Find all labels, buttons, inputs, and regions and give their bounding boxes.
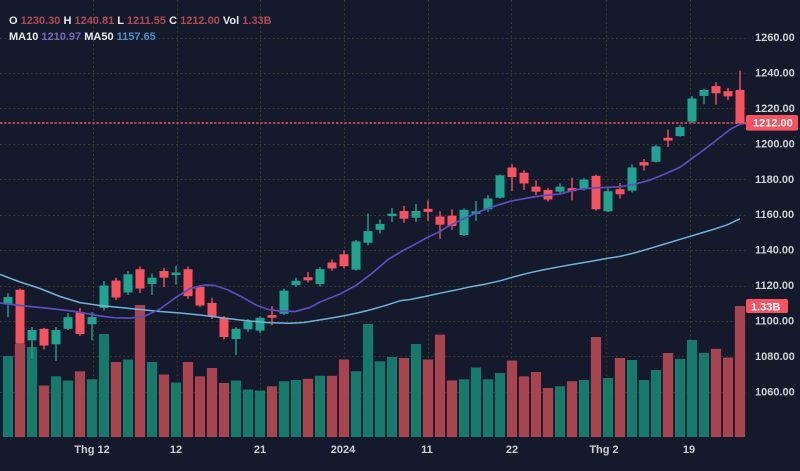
- svg-text:1.33B: 1.33B: [751, 301, 780, 313]
- svg-text:21: 21: [254, 444, 266, 456]
- svg-text:1220.00: 1220.00: [755, 103, 795, 115]
- svg-text:1200.00: 1200.00: [755, 138, 795, 150]
- svg-text:O 1230.30 H 1240.81 L 1211.55: O 1230.30 H 1240.81 L 1211.55 C 1212.00 …: [9, 15, 272, 27]
- svg-text:1260.00: 1260.00: [755, 32, 795, 44]
- svg-text:22: 22: [506, 444, 518, 456]
- svg-text:2024: 2024: [331, 444, 356, 456]
- svg-text:1180.00: 1180.00: [755, 174, 794, 186]
- svg-text:Thg 2: Thg 2: [589, 444, 618, 456]
- svg-text:19: 19: [683, 444, 695, 456]
- svg-text:1100.00: 1100.00: [755, 316, 794, 328]
- svg-text:12: 12: [170, 444, 182, 456]
- svg-text:Thg 12: Thg 12: [74, 444, 109, 456]
- svg-text:MA10 1210.97 MA50 1157.65: MA10 1210.97 MA50 1157.65: [9, 31, 156, 43]
- svg-text:1140.00: 1140.00: [755, 245, 794, 257]
- svg-text:1160.00: 1160.00: [755, 209, 794, 221]
- svg-text:1060.00: 1060.00: [755, 387, 795, 399]
- svg-text:1240.00: 1240.00: [755, 67, 795, 79]
- svg-text:11: 11: [421, 444, 433, 456]
- svg-text:1212.00: 1212.00: [753, 118, 793, 130]
- svg-text:1080.00: 1080.00: [755, 351, 795, 363]
- svg-text:1120.00: 1120.00: [755, 280, 794, 292]
